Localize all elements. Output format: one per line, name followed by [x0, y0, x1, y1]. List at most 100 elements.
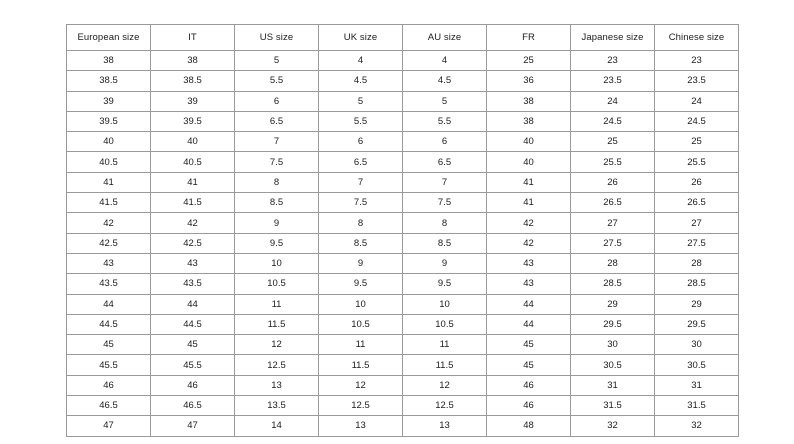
table-cell: 28 [654, 252, 739, 275]
table-cell: 10 [234, 252, 319, 275]
table-body: 38 38 5 4 4 25 23 23 38.5 38.5 5.5 4.5 4.5 36 23.5 23.5… [66, 49, 739, 437]
table-row: 43.5 43.5 10.5 9.5 9.5 43 28.5 28.5 [66, 273, 739, 295]
table-row: 38.5 38.5 5.5 4.5 4.5 36 23.5 23.5 [66, 70, 739, 92]
table-row: 46.5 46.5 13.5 12.5 12.5 46 31.5 31.5 [66, 395, 739, 417]
table-row: 41.5 41.5 8.5 7.5 7.5 41 26.5 26.5 [66, 192, 739, 214]
table-cell: 42.5 [150, 232, 235, 254]
table-cell: 41.5 [66, 192, 151, 214]
table-cell: 5.5 [318, 110, 403, 133]
table-row: 40.5 40.5 7.5 6.5 6.5 40 25.5 25.5 [66, 151, 739, 173]
table-cell: 40.5 [150, 151, 235, 173]
table-row: 45 45 12 11 11 45 30 30 [66, 334, 739, 356]
table-cell: 44 [486, 293, 571, 315]
table-cell: 31.5 [654, 395, 739, 417]
table-cell: 6.5 [402, 151, 487, 173]
table-cell: 45.5 [150, 354, 235, 376]
table-cell: 31 [570, 374, 655, 397]
table-cell: 13 [234, 374, 319, 397]
table-cell: 24 [654, 90, 739, 112]
table-cell: 30.5 [570, 354, 655, 376]
table-cell: 40 [486, 131, 571, 153]
table-cell: 6 [318, 131, 403, 153]
table-cell: 11 [318, 334, 403, 356]
table-cell: 12.5 [234, 354, 319, 376]
table-cell: 5.5 [402, 110, 487, 133]
table-cell: 13.5 [234, 395, 319, 417]
table-cell: 24.5 [654, 110, 739, 133]
column-header: AU size [402, 24, 487, 51]
table-row: 39.5 39.5 6.5 5.5 5.5 38 24.5 24.5 [66, 110, 739, 133]
table-cell: 41 [486, 171, 571, 194]
table-cell: 30 [654, 334, 739, 356]
table-cell: 7.5 [318, 192, 403, 214]
table-cell: 27 [654, 212, 739, 234]
table-cell: 43.5 [66, 273, 151, 295]
table-cell: 9.5 [318, 273, 403, 295]
table-cell: 12.5 [402, 395, 487, 417]
table-cell: 41 [486, 192, 571, 214]
column-header: FR [486, 24, 571, 51]
table-cell: 23.5 [570, 70, 655, 92]
table-cell: 10 [402, 293, 487, 315]
table-cell: 11.5 [234, 313, 319, 336]
table-cell: 12.5 [318, 395, 403, 417]
table-cell: 27.5 [654, 232, 739, 254]
table-cell: 40.5 [66, 151, 151, 173]
table-cell: 13 [402, 415, 487, 437]
table-cell: 25.5 [570, 151, 655, 173]
table-cell: 29.5 [570, 313, 655, 336]
table-cell: 41 [66, 171, 151, 194]
table-row: 47 47 14 13 13 48 32 32 [66, 415, 739, 437]
table-cell: 47 [66, 415, 151, 437]
table-cell: 6 [402, 131, 487, 153]
table-cell: 8 [318, 212, 403, 234]
table-cell: 27.5 [570, 232, 655, 254]
table-cell: 5 [402, 90, 487, 112]
table-cell: 9.5 [234, 232, 319, 254]
table-cell: 23 [570, 49, 655, 72]
table-cell: 31.5 [570, 395, 655, 417]
table-row: 42 42 9 8 8 42 27 27 [66, 212, 739, 234]
table-cell: 5.5 [234, 70, 319, 92]
table-cell: 46 [486, 374, 571, 397]
table-cell: 36 [486, 70, 571, 92]
table-cell: 45 [486, 354, 571, 376]
table-row: 45.5 45.5 12.5 11.5 11.5 45 30.5 30.5 [66, 354, 739, 376]
table-cell: 46.5 [66, 395, 151, 417]
table-cell: 9 [234, 212, 319, 234]
column-header: Japanese size [570, 24, 655, 51]
table-row: 42.5 42.5 9.5 8.5 8.5 42 27.5 27.5 [66, 232, 739, 254]
table-cell: 38 [486, 90, 571, 112]
table-cell: 8.5 [402, 232, 487, 254]
table-cell: 39 [66, 90, 151, 112]
table-cell: 27 [570, 212, 655, 234]
table-cell: 43 [66, 252, 151, 275]
table-cell: 38.5 [150, 70, 235, 92]
table-cell: 47 [150, 415, 235, 437]
table-cell: 40 [486, 151, 571, 173]
table-row: 38 38 5 4 4 25 23 23 [66, 49, 739, 72]
table-cell: 11 [402, 334, 487, 356]
table-cell: 5 [234, 49, 319, 72]
table-cell: 46 [486, 395, 571, 417]
table-cell: 26.5 [570, 192, 655, 214]
table-row: 46 46 13 12 12 46 31 31 [66, 374, 739, 397]
table-cell: 32 [570, 415, 655, 437]
table-cell: 40 [150, 131, 235, 153]
table-cell: 7.5 [402, 192, 487, 214]
column-header: European size [66, 24, 151, 51]
table-cell: 30.5 [654, 354, 739, 376]
table-cell: 32 [654, 415, 739, 437]
table-cell: 4.5 [402, 70, 487, 92]
table-cell: 45.5 [66, 354, 151, 376]
table-cell: 38.5 [66, 70, 151, 92]
table-cell: 10.5 [234, 273, 319, 295]
table-cell: 12 [402, 374, 487, 397]
table-cell: 26 [654, 171, 739, 194]
table-cell: 45 [486, 334, 571, 356]
table-cell: 43.5 [150, 273, 235, 295]
column-header: IT [150, 24, 235, 51]
table-cell: 43 [486, 252, 571, 275]
table-row: 39 39 6 5 5 38 24 24 [66, 90, 739, 112]
table-cell: 9 [402, 252, 487, 275]
